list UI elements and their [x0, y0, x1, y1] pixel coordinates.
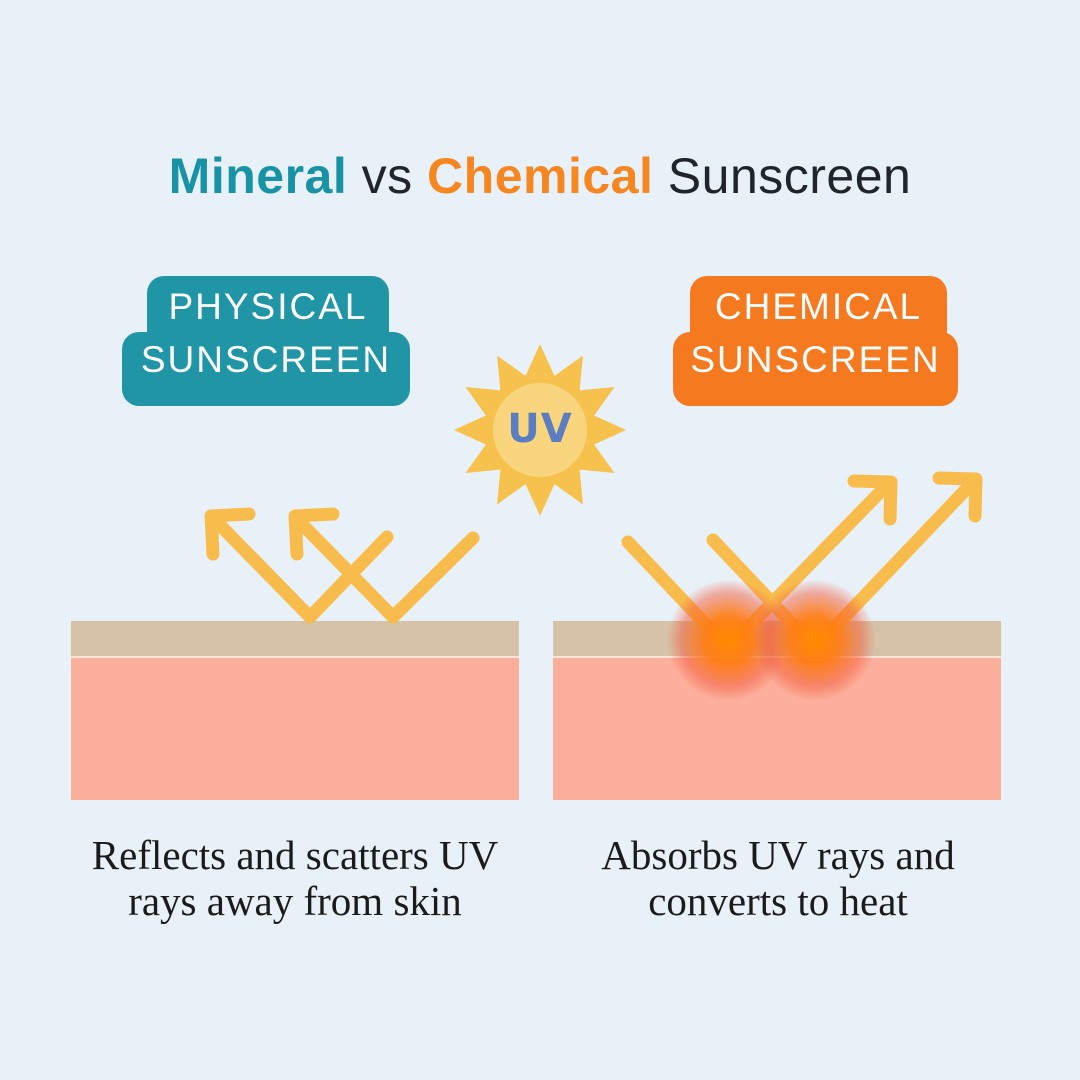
title-mineral: Mineral	[168, 148, 348, 204]
caption-chemical: Absorbs UV rays and converts to heat	[533, 832, 1023, 924]
reflected-uv-ray-icon	[204, 507, 394, 624]
physical-sunscreen-badge: PHYSICAL SUNSCREEN	[122, 276, 410, 406]
caption-physical: Reflects and scatters UV rays away from …	[45, 832, 545, 924]
page-title: Mineral vs Chemical Sunscreen	[0, 150, 1080, 202]
chemical-sunscreen-badge: CHEMICAL SUNSCREEN	[673, 276, 958, 406]
reflected-uv-ray-icon	[288, 507, 480, 624]
badge-label-line1: CHEMICAL	[714, 286, 923, 327]
sun-icon	[454, 344, 626, 516]
skin-epidermis-layer	[71, 621, 519, 656]
sun-core-shape	[493, 383, 587, 477]
caption-line: converts to heat	[648, 878, 908, 924]
title-vs: vs	[361, 148, 413, 204]
badge-label-line2: SUNSCREEN	[690, 339, 941, 380]
caption-line: Reflects and scatters UV	[91, 832, 499, 878]
title-chemical: Chemical	[427, 148, 654, 204]
skin-block-physical	[71, 621, 519, 800]
uv-label: UV	[507, 406, 573, 452]
badge-shape	[122, 332, 410, 406]
caption-line: Absorbs UV rays and	[601, 832, 955, 878]
badge-label-line1: PHYSICAL	[168, 286, 368, 327]
badge-label-line2: SUNSCREEN	[140, 339, 392, 380]
caption-line: rays away from skin	[128, 878, 462, 924]
title-sunscreen: Sunscreen	[667, 148, 912, 204]
badge-shape	[673, 332, 958, 406]
heat-glow	[755, 580, 875, 700]
skin-dermis-layer	[71, 656, 519, 800]
